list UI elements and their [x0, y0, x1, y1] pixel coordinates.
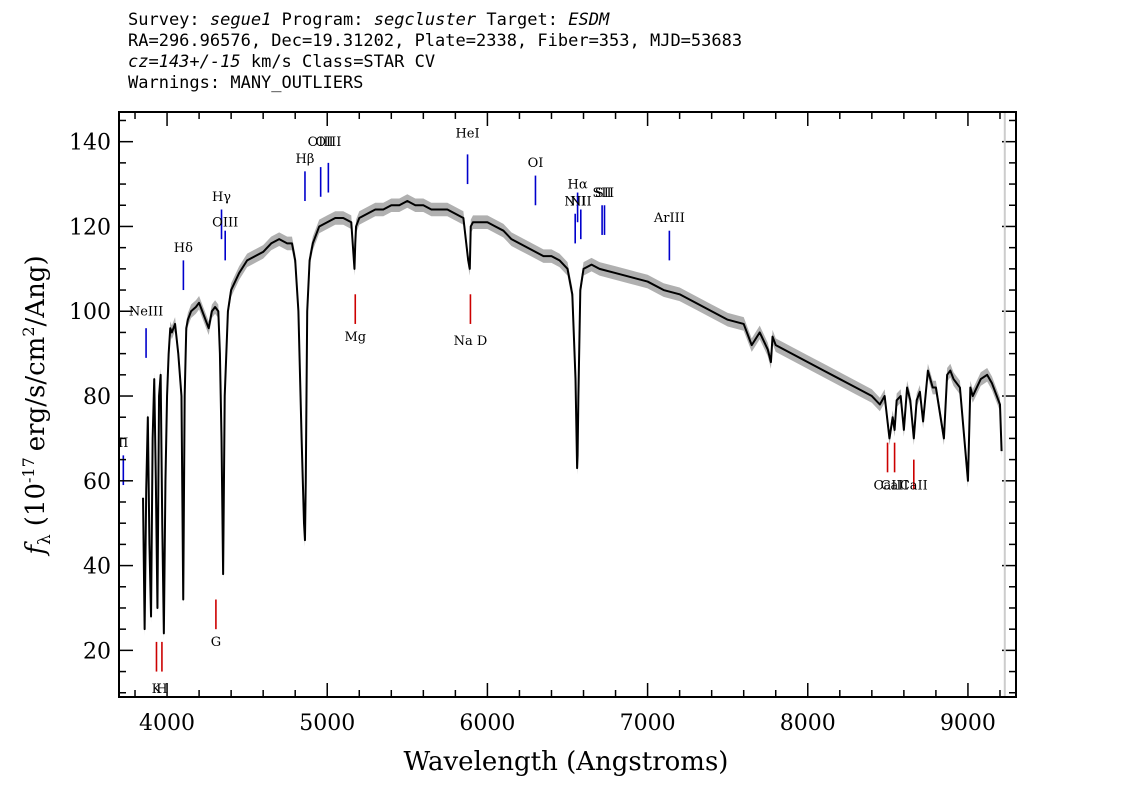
x-tick-label: 8000: [780, 711, 836, 736]
program-value: segcluster: [373, 10, 477, 30]
spectrum-layer: [142, 200, 1003, 635]
y-tick-label: 20: [83, 639, 111, 664]
line-label: NII: [564, 194, 586, 209]
line-label: NeIII: [129, 304, 163, 319]
y-axis-label-exp: -17: [19, 457, 38, 483]
line-label: SII: [595, 186, 614, 201]
redshift-value: cz=143+/-15: [128, 52, 241, 72]
line-label: OIII: [212, 215, 238, 230]
line-label: OIII: [315, 135, 341, 150]
y-tick-label: 120: [69, 215, 111, 240]
line-label: ArIII: [653, 211, 685, 226]
line-label: H: [156, 682, 167, 697]
line-label: II: [118, 436, 128, 451]
line-label: Na D: [454, 334, 488, 349]
error-band-layer: [143, 194, 1002, 641]
survey-value: segue1: [209, 10, 272, 30]
program-label: Program:: [281, 10, 364, 30]
line-label: Hβ: [296, 152, 315, 167]
x-tick-label: 4000: [139, 711, 195, 736]
y-axis-label-open: (10: [21, 483, 51, 526]
target-value: ESDM: [568, 10, 610, 30]
error-band: [143, 194, 1002, 641]
survey-label: Survey:: [128, 10, 200, 30]
y-tick-label: 60: [83, 470, 111, 495]
x-tick-label: 9000: [940, 711, 996, 736]
spectrum-header: Survey: segue1 Program: segcluster Targe…: [128, 10, 742, 94]
line-label: Hγ: [212, 190, 231, 205]
line-label: OI: [528, 156, 544, 171]
line-label: Hα: [568, 177, 588, 192]
plot-frame: [118, 111, 1017, 698]
class-value: km/s Class=STAR CV: [250, 52, 436, 72]
x-tick-label: 7000: [620, 711, 676, 736]
y-tick-label: 100: [69, 300, 111, 325]
target-label: Target:: [486, 10, 558, 30]
header-line-4: Warnings: MANY_OUTLIERS: [128, 73, 364, 93]
header-line-2: RA=296.96576, Dec=19.31202, Plate=2338, …: [128, 31, 743, 51]
x-axis-label: Wavelength (Angstroms): [404, 747, 729, 777]
x-tick-label: 5000: [299, 711, 355, 736]
line-label: CaII: [900, 478, 928, 493]
line-label: Hδ: [174, 241, 193, 256]
y-axis-label: fλ(10-17erg/s/cm2/Ang): [19, 255, 55, 556]
y-tick-label: 140: [69, 131, 111, 156]
line-label: OIII: [308, 135, 334, 150]
y-axis-label-sub: λ: [35, 534, 55, 545]
header-line-1: Survey: segue1 Program: segcluster Targe…: [128, 10, 742, 31]
line-label: Mg: [344, 330, 366, 345]
line-label: CaII: [874, 478, 902, 493]
line-label: G: [211, 635, 221, 650]
line-label: SII: [593, 186, 612, 201]
line-label: NII: [570, 194, 592, 209]
y-tick-label: 40: [83, 555, 111, 580]
y-axis-label-mid: erg/s/cm: [21, 337, 51, 452]
y-tick-label: 80: [83, 385, 111, 410]
spectral-line-markers: NeIIIIIHδHγOIIIHβOIIIOIIIHeIOINIIHαNIISI…: [118, 126, 928, 696]
line-label: HeI: [455, 126, 479, 141]
line-label: K: [152, 682, 162, 697]
y-axis-label-close: /Ang): [21, 255, 51, 326]
x-tick-label: 6000: [459, 711, 515, 736]
line-label: CaII: [881, 478, 909, 493]
y-axis-label-sq: 2: [19, 326, 38, 336]
spectrum-line: [142, 200, 1003, 635]
header-line-3: cz=143+/-15 km/s Class=STAR CV: [128, 52, 742, 73]
axes: 4000 5000 6000 7000 8000 9000 20 40 60 80 100 120 14…: [69, 112, 1016, 736]
